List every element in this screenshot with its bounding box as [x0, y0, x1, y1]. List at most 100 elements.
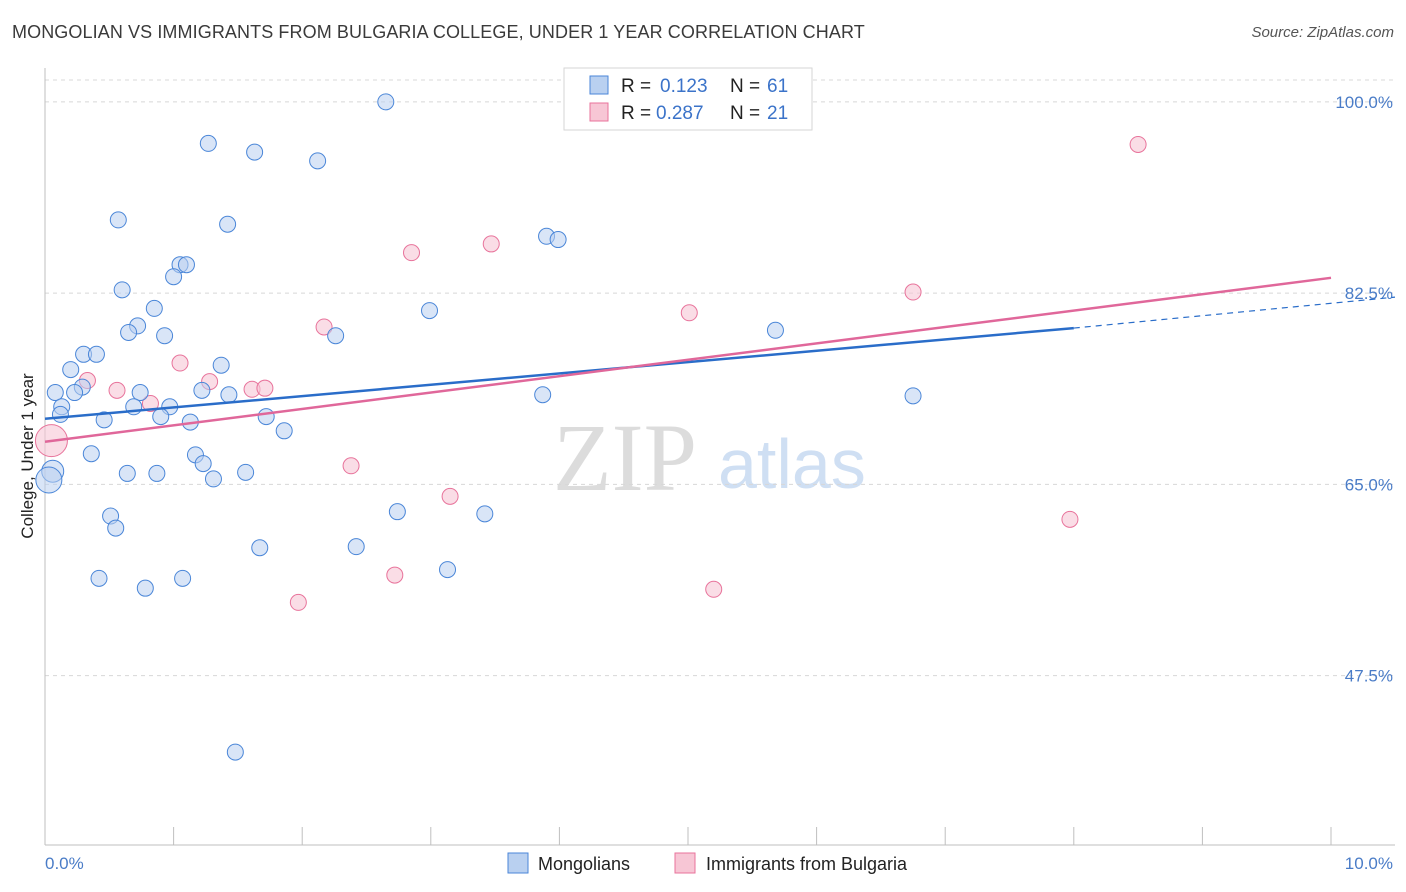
x-tick-label-max: 10.0% — [1345, 854, 1393, 873]
mongolian-point-48 — [237, 463, 255, 481]
bulgaria-point-7 — [171, 354, 189, 372]
mongolian-point-40 — [82, 445, 100, 463]
mongolian-point-56 — [90, 569, 108, 587]
mongolian-point-25 — [46, 384, 64, 402]
bulgaria-point-17 — [1061, 510, 1079, 528]
mongolian-point-27 — [193, 381, 211, 399]
legend-r-label-1: R = — [621, 76, 651, 97]
mongolian-point-9 — [177, 256, 195, 274]
bottom-legend-swatch-mongolians — [507, 852, 529, 874]
mongolian-point-45 — [118, 464, 136, 482]
legend-n-value-1: 61 — [767, 76, 788, 97]
mongolian-point-38 — [257, 408, 275, 426]
watermark-zip: ZIP — [553, 404, 697, 511]
mongolian-point-24 — [66, 384, 84, 402]
mongolian-point-1 — [199, 134, 217, 152]
y-axis-tick-labels: 100.0% 82.5% 65.0% 47.5% — [1335, 93, 1393, 686]
bulgaria-point-5 — [680, 304, 698, 322]
mongolian-point-47 — [204, 470, 222, 488]
mongolian-point-12 — [145, 299, 163, 317]
mongolian-point-28 — [220, 386, 238, 404]
y-tick-label-3: 47.5% — [1345, 667, 1393, 686]
legend-n-label-1: N = — [730, 76, 760, 97]
mongolian-point-34 — [51, 405, 69, 423]
mongolian-point-55 — [439, 561, 457, 579]
legend-swatch-mongolians — [589, 75, 609, 95]
mongolian-point-3 — [309, 152, 327, 170]
mongolian-point-26 — [131, 384, 149, 402]
mongolian-point-11 — [113, 281, 131, 299]
mongolian-point-46 — [148, 464, 166, 482]
legend-r-value-2: 0.287 — [656, 103, 704, 124]
mongolian-point-36 — [152, 408, 170, 426]
bulgaria-point-20 — [289, 593, 307, 611]
mongolian-point-44 — [35, 466, 63, 494]
y-axis-title: College, Under 1 year — [18, 373, 37, 539]
bottom-legend-bulgaria: Immigrants from Bulgaria — [706, 854, 908, 874]
bulgaria-point-18 — [386, 566, 404, 584]
bulgaria-point-2 — [482, 235, 500, 253]
mongolian-point-4 — [109, 211, 127, 229]
mongolian-point-16 — [156, 327, 174, 345]
mongolian-point-52 — [476, 505, 494, 523]
legend-swatch-bulgaria — [589, 102, 609, 122]
bulgaria-point-1 — [1129, 135, 1147, 153]
mongolian-point-2 — [246, 143, 264, 161]
trend-line-bulgaria — [44, 276, 1332, 443]
legend-r-value-1: 0.123 — [660, 76, 708, 97]
x-axis-ticks — [44, 827, 1332, 845]
mongolian-point-20 — [87, 345, 105, 363]
mongolian-point-21 — [212, 356, 230, 374]
x-tick-label-min: 0.0% — [45, 854, 84, 873]
y-tick-label-0: 100.0% — [1335, 93, 1393, 112]
legend-n-label-2: N = — [730, 103, 760, 124]
legend-n-value-2: 21 — [767, 103, 788, 124]
y-tick-label-1: 82.5% — [1345, 284, 1393, 303]
mongolian-point-30 — [904, 387, 922, 405]
mongolian-point-18 — [766, 321, 784, 339]
bulgaria-point-6 — [315, 318, 333, 336]
trend-line-mongolians — [44, 326, 1074, 421]
bulgaria-point-15 — [342, 457, 360, 475]
mongolian-point-0 — [377, 93, 395, 111]
mongolian-point-35 — [95, 411, 113, 429]
bottom-legend-mongolians: Mongolians — [538, 854, 630, 874]
mongolian-point-13 — [421, 302, 439, 320]
source-credit: Source: ZipAtlas.com — [1251, 24, 1394, 41]
watermark-atlas: atlas — [718, 425, 866, 503]
mongolian-point-54 — [347, 538, 365, 556]
bulgaria-point-19 — [705, 580, 723, 598]
mongolian-point-17 — [327, 327, 345, 345]
bulgaria-point-12 — [256, 379, 274, 397]
bulgaria-point-16 — [441, 487, 459, 505]
mongolian-point-57 — [136, 579, 154, 597]
bulgaria-point-4 — [904, 283, 922, 301]
mongolian-point-15 — [120, 323, 138, 341]
series-legend: Mongolians Immigrants from Bulgaria — [507, 852, 908, 874]
mongolian-point-59 — [226, 743, 244, 761]
mongolian-point-51 — [388, 503, 406, 521]
axes — [44, 68, 1395, 846]
bulgaria-point-10 — [108, 381, 126, 399]
mongolian-point-10 — [165, 268, 183, 286]
mongolian-point-58 — [174, 569, 192, 587]
series-immigrants-from-bulgaria-points — [34, 93, 1147, 611]
chart-title: MONGOLIAN VS IMMIGRANTS FROM BULGARIA CO… — [12, 22, 865, 42]
mongolian-point-29 — [534, 386, 552, 404]
mongolian-point-22 — [62, 361, 80, 379]
bottom-legend-swatch-bulgaria — [674, 852, 696, 874]
y-tick-label-2: 65.0% — [1345, 475, 1393, 494]
bulgaria-point-13 — [141, 394, 159, 412]
mongolian-point-39 — [275, 422, 293, 440]
mongolian-point-42 — [194, 455, 212, 473]
correlation-legend: R = 0.123 N = 61 R = 0.287 N = 21 — [563, 67, 813, 131]
trend-lines — [44, 276, 1396, 443]
legend-r-label-2: R = — [621, 103, 651, 124]
mongolian-point-50 — [107, 519, 125, 537]
trend-line-mongolians-extension — [1073, 296, 1396, 329]
mongolian-point-7 — [549, 231, 567, 249]
mongolian-point-53 — [251, 539, 269, 557]
bulgaria-point-3 — [403, 244, 421, 262]
mongolian-point-5 — [219, 215, 237, 233]
